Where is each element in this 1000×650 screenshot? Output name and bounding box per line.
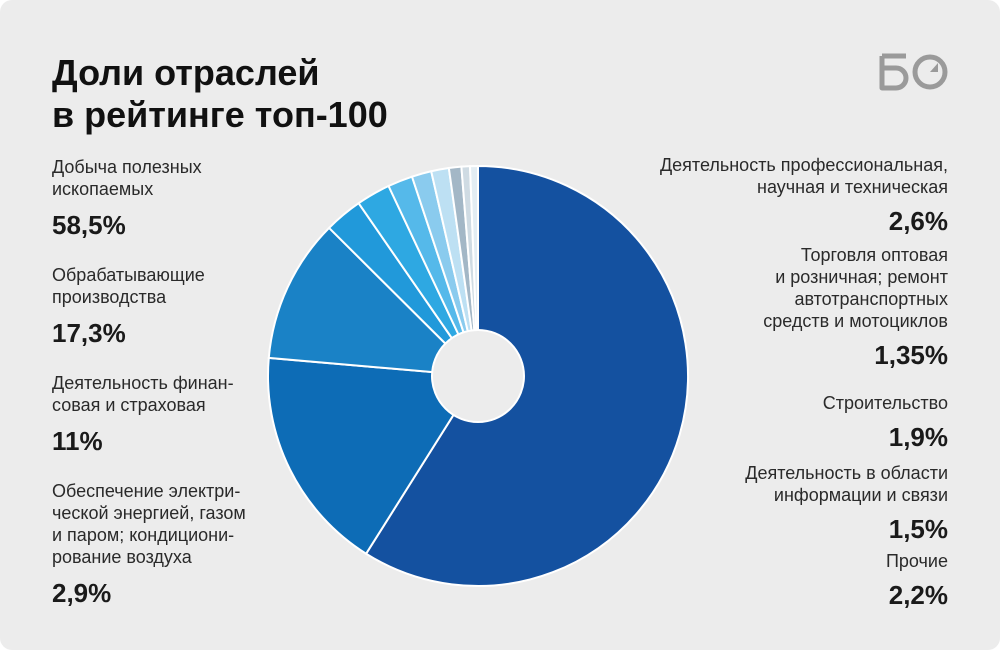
label-name: Прочие xyxy=(618,550,948,572)
label-name: Обеспечение электри- ческой энергией, га… xyxy=(52,480,292,568)
label-name-line: информации и связи xyxy=(773,485,948,505)
label-name-line: Строительство xyxy=(822,393,948,413)
label-percent: 11% xyxy=(52,426,103,456)
label-name-line: Деятельность в области xyxy=(745,463,948,483)
pie-slice xyxy=(468,164,479,377)
label-name-line: Торговля оптовая xyxy=(800,245,948,265)
label-percent: 2,6% xyxy=(888,206,948,236)
label-percent: 2,2% xyxy=(888,580,948,610)
label-construction: Строительство 1,9% xyxy=(618,392,948,452)
label-name-line: научная и техническая xyxy=(757,177,948,197)
donut-hole xyxy=(431,329,525,423)
label-name-line: рование воздуха xyxy=(52,547,192,567)
label-name: Торговля оптовая и розничная; ремонт авт… xyxy=(618,244,948,332)
pie-slice xyxy=(364,164,689,587)
label-name: Деятельность профессиональная, научная и… xyxy=(618,154,948,198)
label-mining: Добыча полезных ископаемых 58,5% xyxy=(52,156,292,240)
label-it: Деятельность в области информации и связ… xyxy=(618,462,948,544)
label-percent: 58,5% xyxy=(52,210,126,240)
label-name-line: Деятельность финан- xyxy=(52,373,234,393)
label-percent: 2,9% xyxy=(52,578,112,608)
label-name-line: Прочие xyxy=(885,551,948,571)
label-name-line: средств и мотоциклов xyxy=(763,311,948,331)
label-name-line: и розничная; ремонт xyxy=(775,267,948,287)
label-trade: Торговля оптовая и розничная; ремонт авт… xyxy=(618,244,948,370)
label-name: Деятельность финан- совая и страховая xyxy=(52,372,292,416)
chart-title-line: в рейтинге топ-100 xyxy=(52,94,388,135)
label-name-line: Обеспечение электри- xyxy=(52,481,241,501)
pie-slice xyxy=(267,356,480,556)
label-name-line: и паром; кондициони- xyxy=(52,525,235,545)
label-percent: 1,35% xyxy=(874,340,948,370)
label-name: Деятельность в области информации и связ… xyxy=(618,462,948,506)
label-name-line: Добыча полезных xyxy=(52,157,202,177)
label-name-line: Обрабатывающие xyxy=(52,265,205,285)
label-name: Строительство xyxy=(618,392,948,414)
label-percent: 1,9% xyxy=(888,422,948,452)
label-other: Прочие 2,2% xyxy=(618,550,948,610)
label-finance: Деятельность финан- совая и страховая 11… xyxy=(52,372,292,456)
pie-slice xyxy=(267,226,481,378)
label-name: Обрабатывающие производства xyxy=(52,264,292,308)
chart-title: Доли отраслей в рейтинге топ-100 xyxy=(52,52,388,136)
label-name: Добыча полезных ископаемых xyxy=(52,156,292,200)
label-name-line: ископаемых xyxy=(52,179,154,199)
label-percent: 17,3% xyxy=(52,318,126,348)
label-name-line: Деятельность профессиональная, xyxy=(659,155,948,175)
label-name-line: автотранспортных xyxy=(794,289,948,309)
bo-logo-icon: БО xyxy=(879,53,948,91)
label-energy: Обеспечение электри- ческой энергией, га… xyxy=(52,480,292,608)
label-manufacturing: Обрабатывающие производства 17,3% xyxy=(52,264,292,348)
label-name-line: производства xyxy=(52,287,167,307)
label-percent: 1,5% xyxy=(888,514,948,544)
label-professional: Деятельность профессиональная, научная и… xyxy=(618,154,948,236)
chart-title-line: Доли отраслей xyxy=(52,52,320,93)
label-name-line: ческой энергией, газом xyxy=(52,503,246,523)
label-name-line: совая и страховая xyxy=(52,395,206,415)
